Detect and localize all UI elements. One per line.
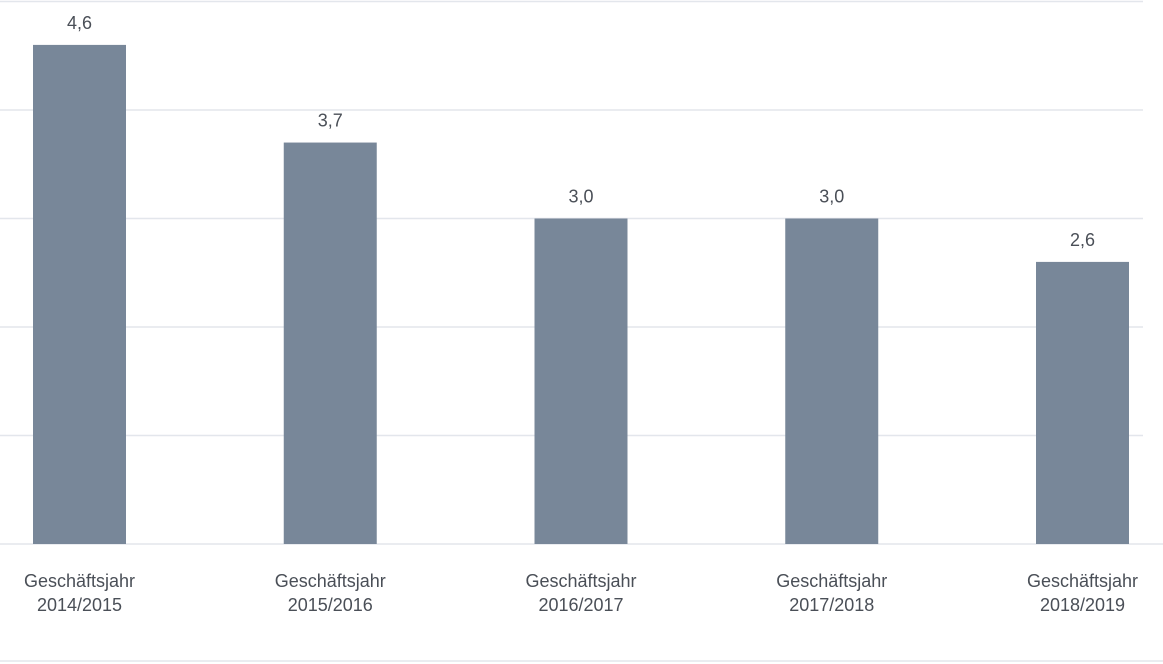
x-tick-label-line: Geschäftsjahr (275, 571, 386, 591)
x-tick-label: Geschäftsjahr 2017/2018 (776, 571, 887, 615)
bar-0 (33, 44, 126, 545)
x-tick-label: Geschäftsjahr 2016/2017 (525, 571, 636, 615)
x-tick-label-line: Geschäftsjahr (776, 571, 887, 591)
bar-value-label: 2,6 (1070, 230, 1095, 250)
bar-value-label: 3,0 (819, 187, 844, 207)
bar-4 (1036, 261, 1129, 544)
bar-2 (534, 218, 628, 544)
x-tick-label-line: Geschäftsjahr (1027, 571, 1138, 591)
bar-value-label: 3,0 (568, 187, 593, 207)
x-tick-label-line: 2017/2018 (789, 595, 874, 615)
bars (33, 44, 1129, 545)
x-tick-label-line: 2016/2017 (538, 595, 623, 615)
bar-3 (785, 218, 879, 544)
bar-1 (283, 142, 377, 545)
bar-value-label: 4,6 (67, 13, 92, 33)
value-labels: 4,6 3,7 3,0 3,0 2,6 (67, 13, 1095, 250)
bar-value-label: 3,7 (318, 111, 343, 131)
x-tick-labels: Geschäftsjahr 2014/2015 Geschäftsjahr 2015/… (24, 571, 1138, 615)
x-tick-label: Geschäftsjahr 2015/2016 (275, 571, 386, 615)
x-tick-label-line: Geschäftsjahr (525, 571, 636, 591)
x-tick-label-line: 2018/2019 (1040, 595, 1125, 615)
x-tick-label-line: Geschäftsjahr (24, 571, 135, 591)
x-tick-label-line: 2014/2015 (37, 595, 122, 615)
x-tick-label: Geschäftsjahr 2014/2015 (24, 571, 135, 615)
x-tick-label: Geschäftsjahr 2018/2019 (1027, 571, 1138, 615)
x-tick-label-line: 2015/2016 (288, 595, 373, 615)
